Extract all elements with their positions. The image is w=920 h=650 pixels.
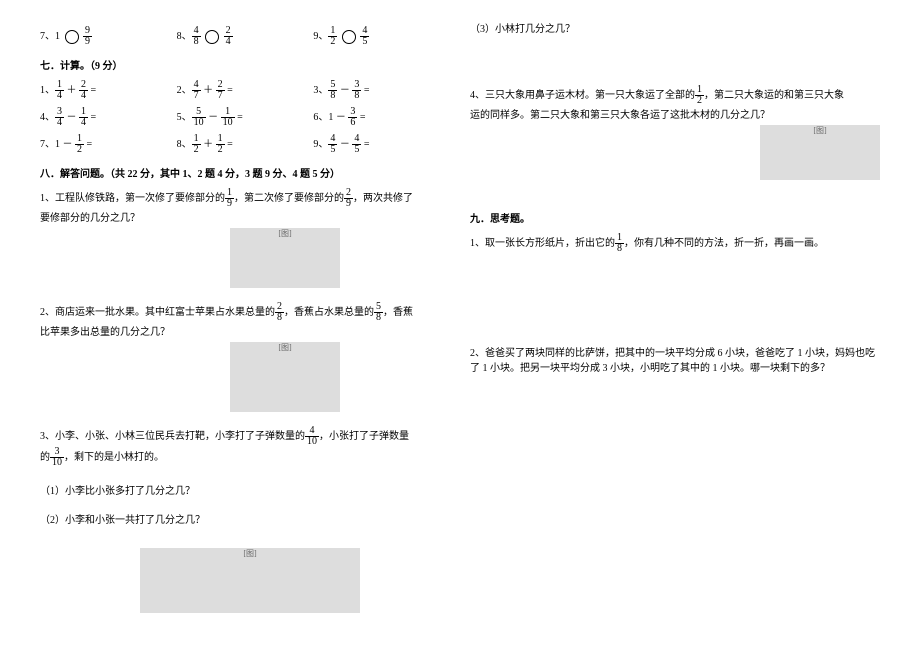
sec8-q3-sub2: （2）小李和小张一共打了几分之几？ (40, 511, 450, 526)
calc-row-3: 7、1 － 12 = 8、12 ＋ 12 = 9、45 － 45 = (40, 134, 450, 155)
sec7-title: 七．计算。（9 分） (40, 57, 450, 72)
compare-row: 7、1 99 8、48 24 9、12 45 (40, 26, 450, 47)
railroad-image: [图] (230, 228, 340, 288)
sec8-title: 八．解答问题。（共 22 分，其中 1、2 题 4 分，3 题 9 分、4 题 … (40, 165, 450, 180)
cmp-9: 9、12 45 (313, 26, 450, 47)
sec8-q3: 3、小李、小张、小林三位民兵去打靶，小李打了子弹数量的410，小张打了子弹数量 … (40, 426, 450, 613)
page: 7、1 99 8、48 24 9、12 45 七．计算。（9 分） 1、14 ＋… (0, 0, 920, 650)
sec8-q3-sub1: （1）小李比小张多打了几分之几？ (40, 482, 450, 497)
sec8-q1: 1、工程队修铁路，第一次修了要修部分的19，第二次修了要修部分的29，两次共修了… (40, 188, 450, 288)
circle-icon (342, 30, 356, 44)
sec8-q2: 2、商店运来一批水果。其中红富士苹果占水果总量的28，香蕉占水果总量的58，香蕉… (40, 302, 450, 412)
right-column: （3）小林打几分之几？ 4、三只大象用鼻子运木材。第一只大象运了全部的12，第二… (460, 20, 890, 630)
calc-row-2: 4、34 － 14 = 5、510 － 110 = 6、1 － 36 = (40, 107, 450, 128)
cmp-7: 7、1 99 (40, 26, 177, 47)
circle-icon (65, 30, 79, 44)
sec8-q4: 4、三只大象用鼻子运木材。第一只大象运了全部的12，第二只大象运的和第三只大象 … (470, 85, 880, 180)
circle-icon (205, 30, 219, 44)
cmp-8: 8、48 24 (177, 26, 314, 47)
sec9-title: 九．思考题。 (470, 210, 880, 225)
calc-row-1: 1、14 ＋ 24 = 2、47 ＋ 27 = 3、58 － 38 = (40, 80, 450, 101)
sec8-q3-sub3: （3）小林打几分之几？ (470, 20, 880, 35)
cups-image: [图] (230, 342, 340, 412)
left-column: 7、1 99 8、48 24 9、12 45 七．计算。（9 分） 1、14 ＋… (30, 20, 460, 630)
sec9-q2: 2、爸爸买了两块同样的比萨饼，把其中的一块平均分成 6 小块，爸爸吃了 1 小块… (470, 344, 880, 374)
shooting-range-image: [图] (140, 548, 360, 613)
elephants-image: [图] (760, 125, 880, 180)
sec9-q1: 1、取一张长方形纸片，折出它的18，你有几种不同的方法，折一折，再画一画。 (470, 233, 880, 254)
